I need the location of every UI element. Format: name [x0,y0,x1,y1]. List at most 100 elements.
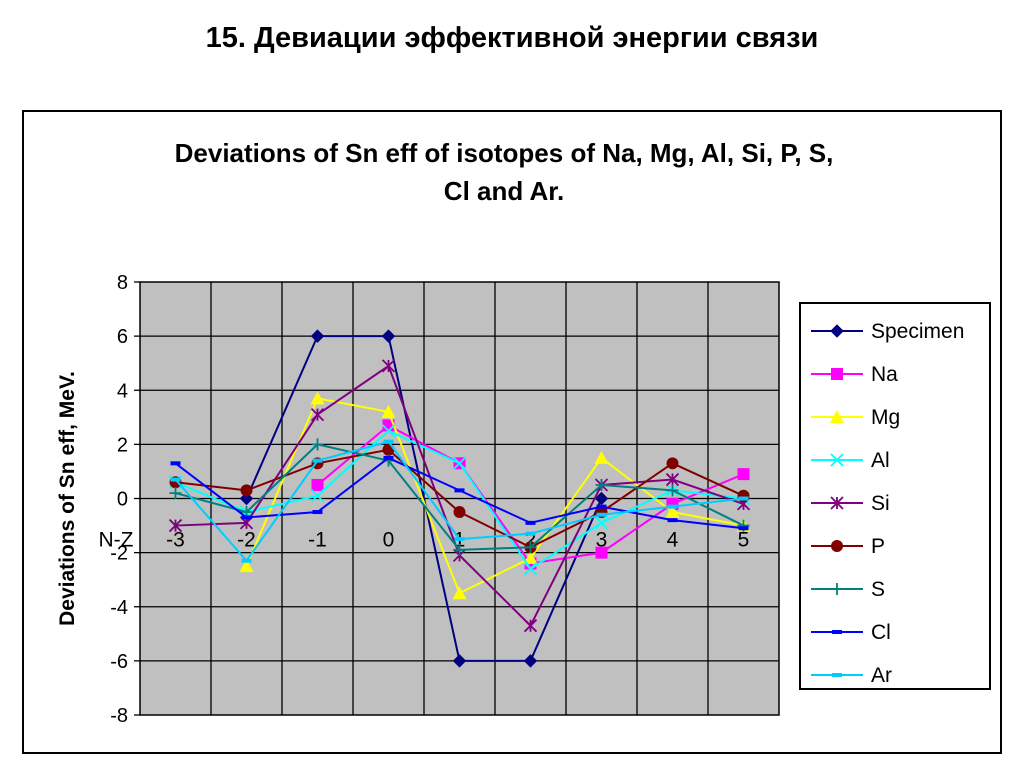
legend-item-s: S [811,578,885,601]
line-chart: 8 6 4 2 0 -2 -4 -6 -8 Deviations of Sn eff, MeV. N… [56,272,780,727]
legend-item-ar: Ar [811,664,892,687]
legend-item-cl: Cl [811,621,891,644]
data-point-specimen [452,654,467,668]
legend-marker-specimen [830,324,844,338]
legend-label-cl: Cl [871,621,891,644]
legend-marker-ar [832,673,842,677]
legend-item-al: Al [811,449,890,472]
data-point-al [523,562,538,576]
data-point-mg [594,450,609,464]
data-point-ar [738,496,749,501]
legend-marker-mg [830,410,844,423]
y-tick-label: 0 [117,489,128,511]
x-tick-label: -3 [166,529,185,552]
chart-title-line-2: Cl and Ar. [443,176,565,206]
data-point-mg [523,551,538,565]
data-point-al [452,456,467,470]
legend-label-na: Na [871,363,898,386]
y-tick-label: 8 [117,272,128,294]
series-cl [170,455,749,531]
data-point-si [310,407,325,422]
data-point-si [523,619,538,633]
data-point-ar [454,537,465,542]
data-point-cl [454,488,465,493]
legend-marker-p [831,540,843,552]
data-point-na [595,546,608,559]
legend-label-mg: Mg [871,406,900,429]
legend-label-al: Al [871,449,890,472]
x-axis-title: N-Z [99,529,134,552]
data-point-specimen [381,329,396,343]
legend-marker-al [830,453,844,467]
data-point-cl [738,526,749,531]
legend-graphics: Specimen Na Mg Al Si PS Cl Ar [811,320,964,687]
x-tick-label: 3 [596,529,608,552]
y-tick-label: -6 [110,651,128,673]
chart-title-line-1: Deviations of Sn eff of isotopes of Na, … [174,138,834,168]
y-tick-label: -4 [110,597,128,619]
legend-label-p: P [871,535,885,558]
chart-title: Deviations of Sn eff of isotopes of Na, … [124,134,884,210]
legend-marker-s [831,583,843,595]
legend-label-ar: Ar [871,664,892,687]
x-tick-label: -2 [237,529,256,552]
series-ar [170,439,749,563]
data-point-p [240,484,253,497]
data-point-si [665,472,680,487]
series-line-specimen [245,335,603,662]
x-tick-label: -1 [308,529,327,552]
legend-item-p: P [811,535,885,558]
data-point-s [453,543,466,556]
data-point-cl [241,515,252,520]
data-point-mg [452,586,467,600]
data-point-ar [667,504,678,509]
x-tick-label: 4 [667,529,679,552]
y-tick-label: -2 [110,543,128,565]
data-point-cl [312,510,323,515]
data-point-al [310,489,325,503]
x-tick-label: 5 [738,529,750,552]
data-point-cl [170,461,181,466]
chart-legend: Specimen Na Mg Al Si P S Cl Ar [799,302,991,690]
x-tick-label: 2 [525,529,537,552]
data-point-s [169,487,182,500]
data-point-ar [525,531,536,536]
data-point-specimen [310,329,325,343]
data-point-ar [241,558,252,563]
data-point-cl [596,504,607,509]
data-point-s [666,484,679,497]
data-point-si [168,518,183,533]
legend-item-specimen: Specimen [811,320,964,343]
chart-frame: Deviations of Sn eff of isotopes of Na, … [22,110,1002,754]
legend-marker-si [830,496,844,510]
data-point-na [737,468,750,481]
legend-marker-na [831,368,843,380]
data-point-s [524,541,537,554]
y-axis-title: Deviations of Sn eff, MeV. [56,371,79,626]
legend-label-specimen: Specimen [871,320,964,343]
data-point-specimen [523,654,538,668]
y-tick-label: 4 [117,380,128,402]
data-point-mg [310,391,325,405]
data-point-mg [665,505,680,519]
data-point-p [666,457,679,470]
data-point-cl [667,518,678,523]
data-point-s [311,438,324,451]
data-point-specimen [594,491,609,506]
slide-title: 15. Девиации эффективной энергии связи [205,22,819,54]
data-point-mg [239,559,254,573]
data-point-ar [596,512,607,517]
data-point-ar [170,477,181,482]
data-point-si [381,359,396,373]
legend-item-si: Si [811,492,890,515]
data-point-cl [383,455,394,460]
data-point-na [311,478,324,491]
x-tick-label: 0 [383,529,395,552]
y-tick-label: 2 [117,434,128,456]
y-tick-label: -8 [110,705,128,727]
data-point-cl [525,520,536,525]
legend-item-na: Na [811,363,898,386]
data-point-ar [312,458,323,463]
data-point-ar [383,439,394,444]
legend-label-si: Si [871,492,890,515]
